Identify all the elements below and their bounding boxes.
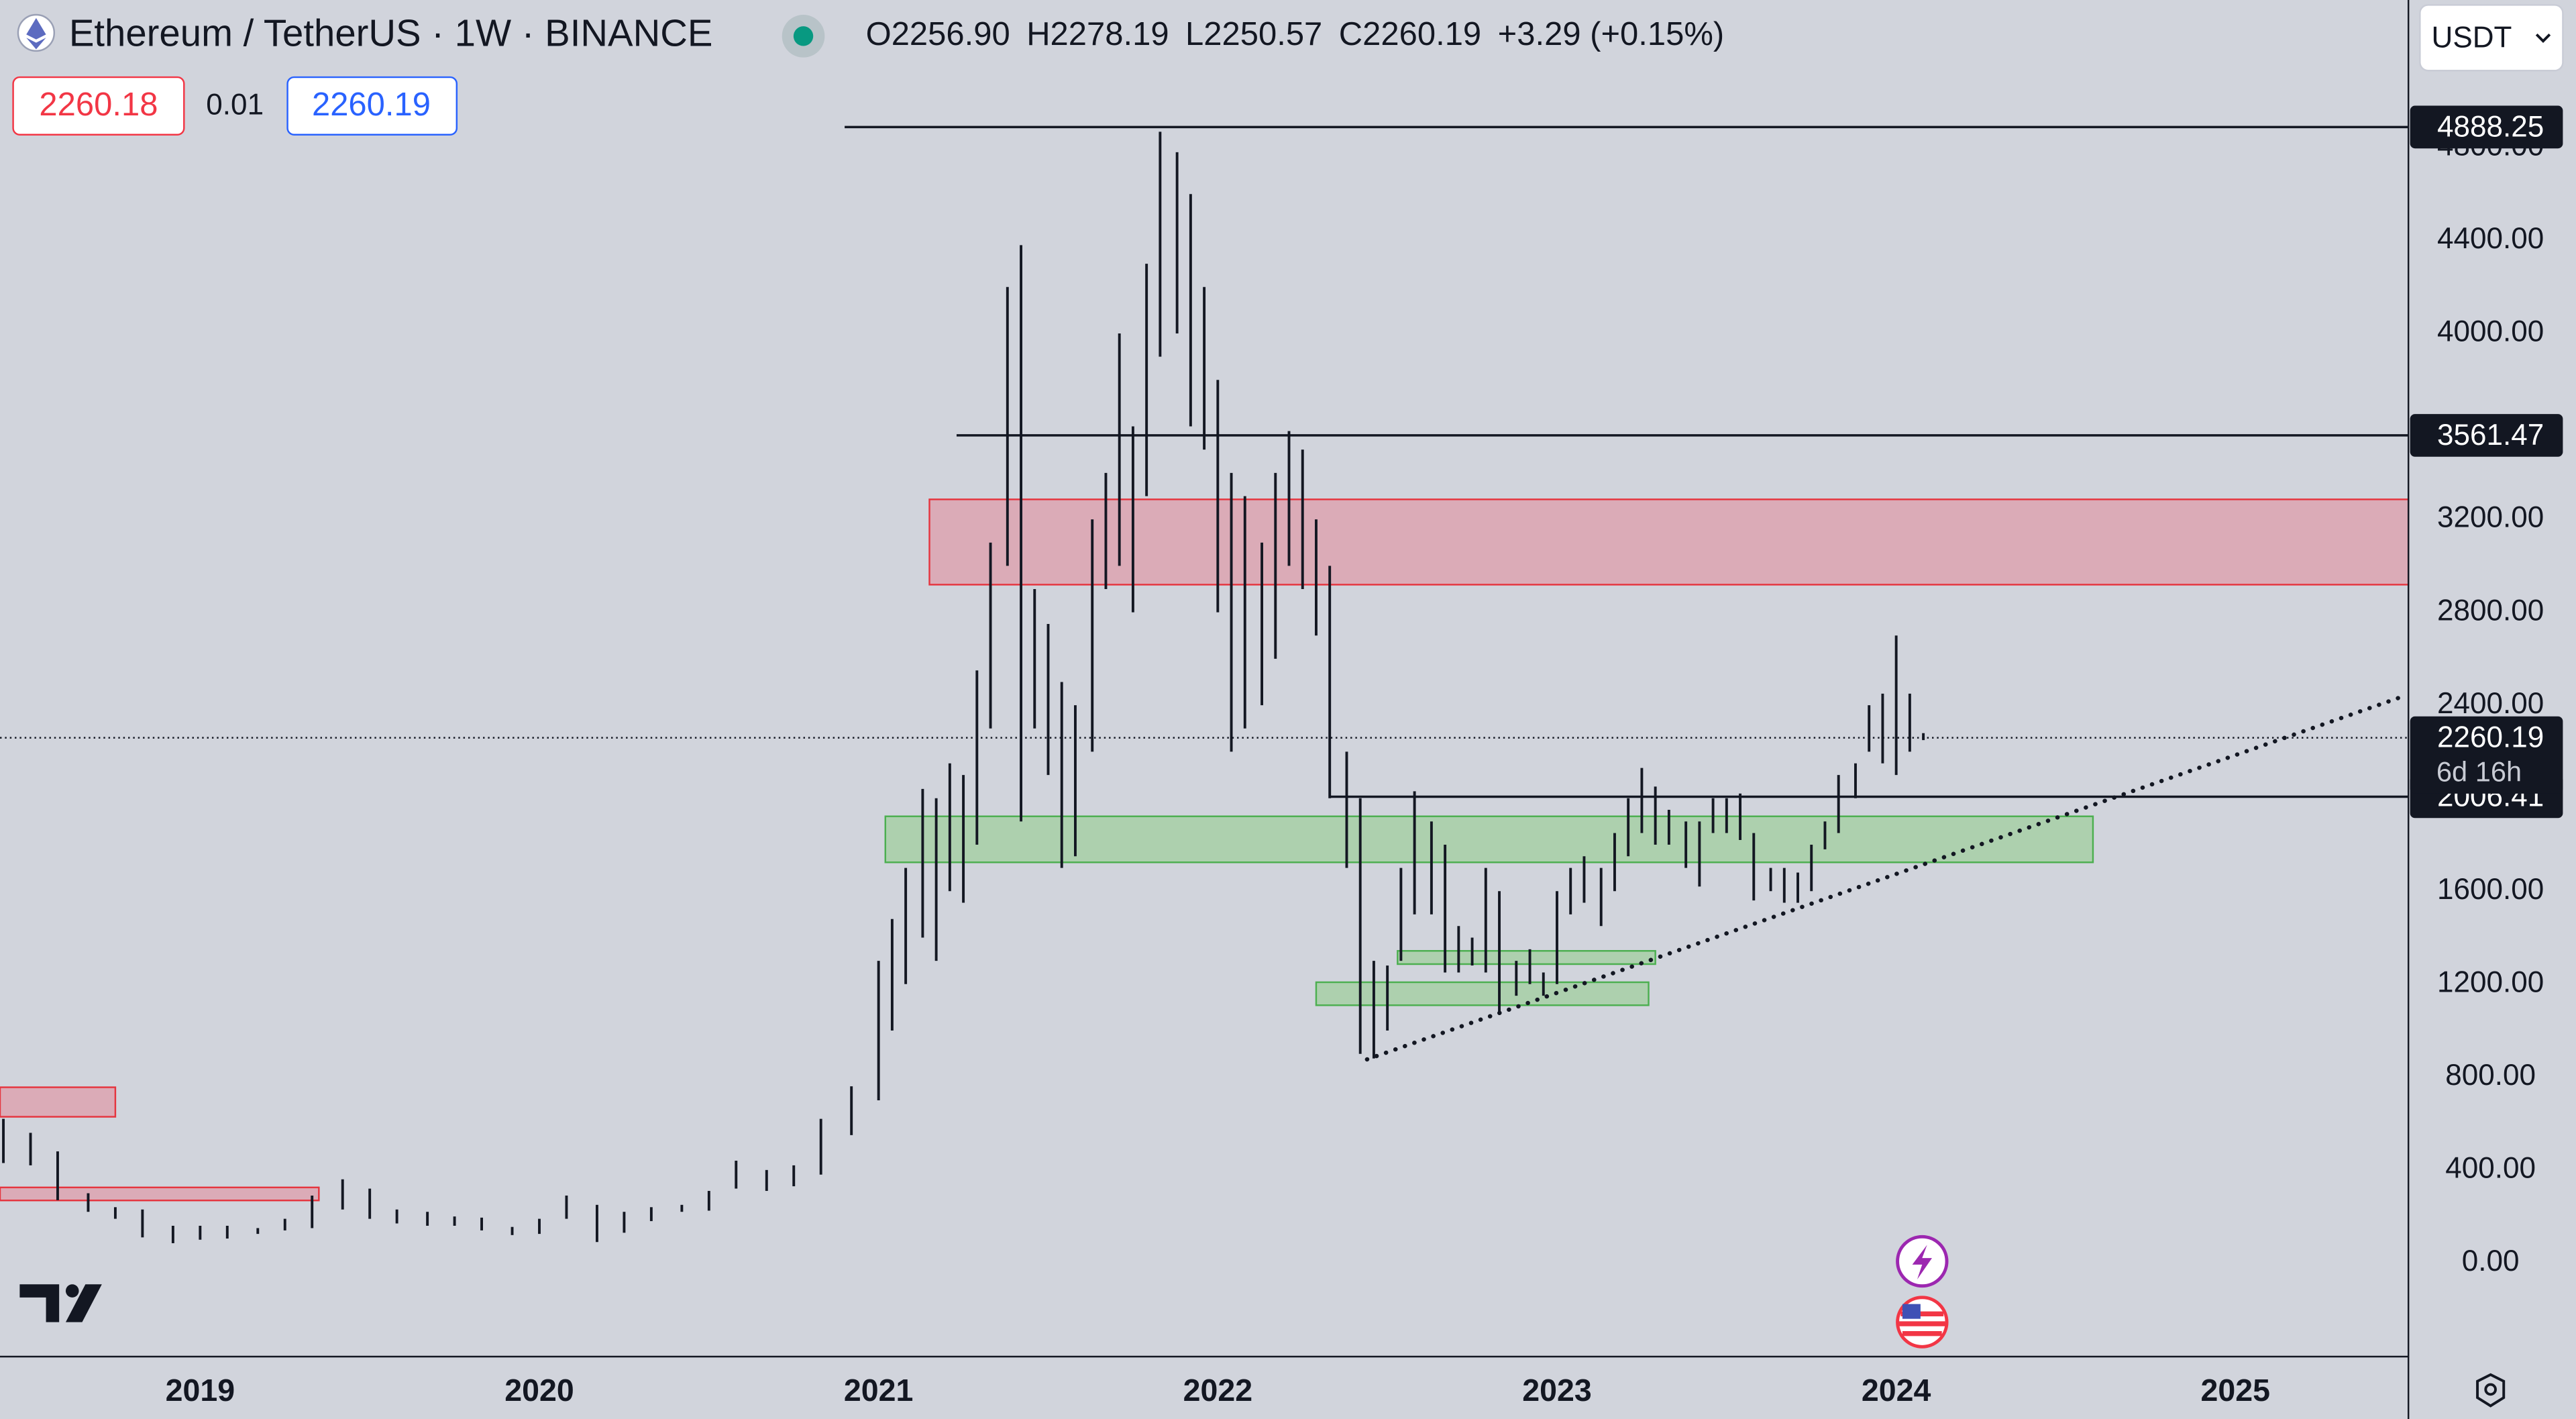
settings-icon[interactable] xyxy=(2476,1373,2506,1408)
x-tick-label: 2020 xyxy=(504,1373,574,1408)
y-tick-label: 4400.00 xyxy=(2437,222,2544,255)
last-price-label: 2260.19 xyxy=(2437,721,2544,754)
level-tag xyxy=(2410,414,2563,457)
level-tag-label: 4888.25 xyxy=(2437,110,2544,143)
x-tick-label: 2019 xyxy=(166,1373,235,1408)
bid-price: 2260.18 xyxy=(39,87,158,123)
x-tick-label: 2023 xyxy=(1522,1373,1592,1408)
ohlc-label: H xyxy=(1026,16,1050,52)
spread: 0.01 xyxy=(206,89,264,121)
zone xyxy=(884,815,2094,863)
zone xyxy=(0,1186,320,1202)
sell-button[interactable] xyxy=(12,76,185,136)
tradingview-logo[interactable] xyxy=(19,1284,102,1322)
x-tick-label: 2024 xyxy=(1862,1373,1931,1408)
x-tick-label: 2022 xyxy=(1183,1373,1253,1408)
last-price-tag xyxy=(2410,716,2563,794)
y-tick-label: 4000.00 xyxy=(2437,315,2544,348)
ohlc-label: C xyxy=(1339,16,1362,52)
currency-chevron xyxy=(2535,34,2551,43)
zone xyxy=(1397,950,1656,965)
y-tick-label: 2400.00 xyxy=(2437,687,2544,720)
settings-icon-center xyxy=(2484,1383,2497,1396)
flag-canton xyxy=(1902,1304,1921,1319)
symbol-icon-glyph xyxy=(26,17,46,50)
zone xyxy=(1315,981,1650,1006)
ask-price: 2260.19 xyxy=(312,87,431,123)
bar-countdown: 6d 16h xyxy=(2436,755,2522,787)
y-tick-label: 3200.00 xyxy=(2437,501,2544,534)
currency: USDT xyxy=(2431,21,2512,54)
ohlc-value: 2250.57 xyxy=(1203,16,1322,52)
ohlc-legend: O2256.90 H2278.19 L2250.57 C2260.19 +3.29 (+… xyxy=(866,16,1725,52)
plot-area xyxy=(0,125,2410,1243)
level-tag xyxy=(2410,105,2563,149)
ohlc-value: 2278.19 xyxy=(1051,16,1169,52)
tradingview-logo-dot xyxy=(65,1284,79,1298)
event-badge-icon xyxy=(1912,1245,1932,1279)
trendline xyxy=(1364,696,2401,1062)
price-change: +3.29 (+0.15%) xyxy=(1498,16,1725,52)
currency-select[interactable] xyxy=(2419,4,2564,72)
x-tick-label: 2021 xyxy=(844,1373,914,1408)
x-tick-label: 2025 xyxy=(2201,1373,2271,1408)
y-tick-label: 1200.00 xyxy=(2437,965,2544,998)
ohlc-value: 2256.90 xyxy=(892,16,1010,52)
buy-button[interactable] xyxy=(286,76,458,136)
market-status-dot xyxy=(793,26,814,46)
level-tag-label: 3561.47 xyxy=(2437,419,2544,452)
zone xyxy=(0,1086,117,1118)
y-tick-label: 1600.00 xyxy=(2437,873,2544,906)
y-tick-label: 2800.00 xyxy=(2437,594,2544,627)
symbol-title[interactable]: Ethereum / TetherUS · 1W · BINANCE xyxy=(69,12,713,54)
ohlc-label: O xyxy=(866,16,892,52)
zone xyxy=(928,498,2410,586)
y-tick-label: 800.00 xyxy=(2445,1059,2536,1092)
ohlc-label: L xyxy=(1185,16,1203,52)
y-tick-label: 400.00 xyxy=(2445,1152,2536,1185)
y-tick-label: 0.00 xyxy=(2462,1245,2520,1277)
ohlc-value: 2260.19 xyxy=(1362,16,1481,52)
axes: 0.00 400.00 800.00 1200.00 1600.00 2400.00 280… xyxy=(166,105,2563,1408)
